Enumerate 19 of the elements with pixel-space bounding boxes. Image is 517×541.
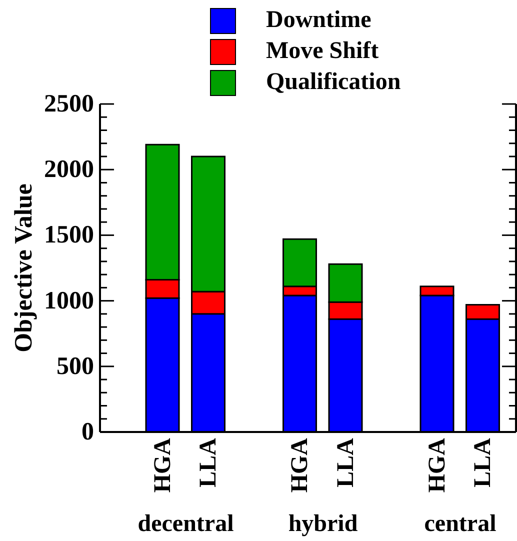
legend-label: Move Shift <box>266 38 379 65</box>
text: decentral <box>138 511 234 537</box>
y-tick-label: 0 <box>82 418 94 446</box>
legend-label: Downtime <box>266 7 372 34</box>
text: central <box>424 511 497 537</box>
x-tick-label: HGA <box>150 437 176 493</box>
x-tick-label: LLA <box>196 437 222 488</box>
x-tick-label: LLA <box>470 437 496 488</box>
x-tick-label: LLA <box>332 437 359 488</box>
text: hybrid <box>288 511 358 537</box>
legend-label: Qualification <box>266 69 401 96</box>
y-tick-label: 1000 <box>44 287 94 314</box>
y-tick-label: 2500 <box>44 90 94 118</box>
x-tick-label: HGA <box>424 437 450 493</box>
y-tick-label: 500 <box>56 352 94 380</box>
y-tick-label: 1500 <box>44 222 94 249</box>
x-tick-label: HGA <box>287 437 314 493</box>
y-axis-title: Objective Value <box>10 184 38 352</box>
y-tick-label: 2000 <box>44 156 94 184</box>
